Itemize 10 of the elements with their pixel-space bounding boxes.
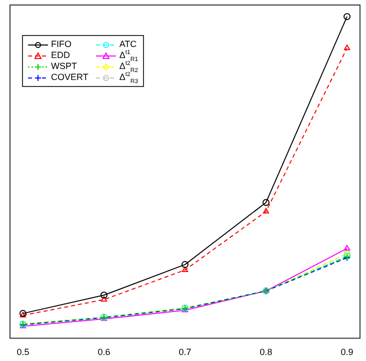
legend-label: ATC xyxy=(119,39,137,50)
legend-label: FIFO xyxy=(51,39,72,50)
legend-label: EDD xyxy=(51,50,70,61)
x-tick-label: 0.9 xyxy=(340,347,354,358)
legend-label: WSPT xyxy=(51,61,77,72)
x-tick-label: 0.6 xyxy=(98,347,110,358)
x-tick-label: 0.8 xyxy=(260,347,272,358)
x-tick-label: 0.7 xyxy=(178,347,192,358)
legend-label: COVERT xyxy=(51,72,88,83)
x-tick-label: 0.5 xyxy=(16,347,30,358)
